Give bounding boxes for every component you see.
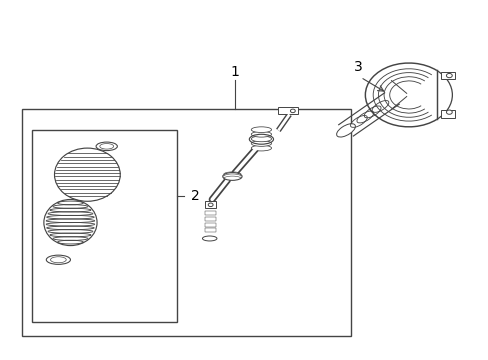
Ellipse shape — [50, 257, 66, 263]
Text: 2: 2 — [191, 189, 200, 203]
Ellipse shape — [46, 255, 70, 264]
Ellipse shape — [336, 124, 355, 137]
Bar — [22, 109, 350, 336]
Bar — [278, 107, 297, 114]
Text: 3: 3 — [353, 60, 362, 74]
Ellipse shape — [251, 145, 271, 151]
Bar — [204, 211, 216, 215]
Ellipse shape — [100, 144, 113, 149]
Bar — [440, 111, 454, 118]
Circle shape — [290, 109, 295, 113]
Ellipse shape — [251, 141, 271, 146]
Bar — [204, 217, 216, 221]
Bar — [204, 201, 216, 208]
Ellipse shape — [44, 199, 97, 246]
Bar — [204, 228, 216, 233]
Ellipse shape — [251, 131, 271, 137]
Bar — [204, 222, 216, 227]
Bar — [32, 130, 177, 322]
Circle shape — [446, 73, 451, 78]
Ellipse shape — [54, 148, 120, 201]
Ellipse shape — [96, 142, 117, 150]
Circle shape — [446, 110, 451, 114]
Circle shape — [208, 203, 213, 207]
Ellipse shape — [251, 127, 271, 132]
Bar — [440, 72, 454, 80]
Text: 1: 1 — [230, 65, 239, 79]
Ellipse shape — [223, 172, 242, 180]
Ellipse shape — [251, 136, 271, 142]
Ellipse shape — [202, 236, 217, 241]
